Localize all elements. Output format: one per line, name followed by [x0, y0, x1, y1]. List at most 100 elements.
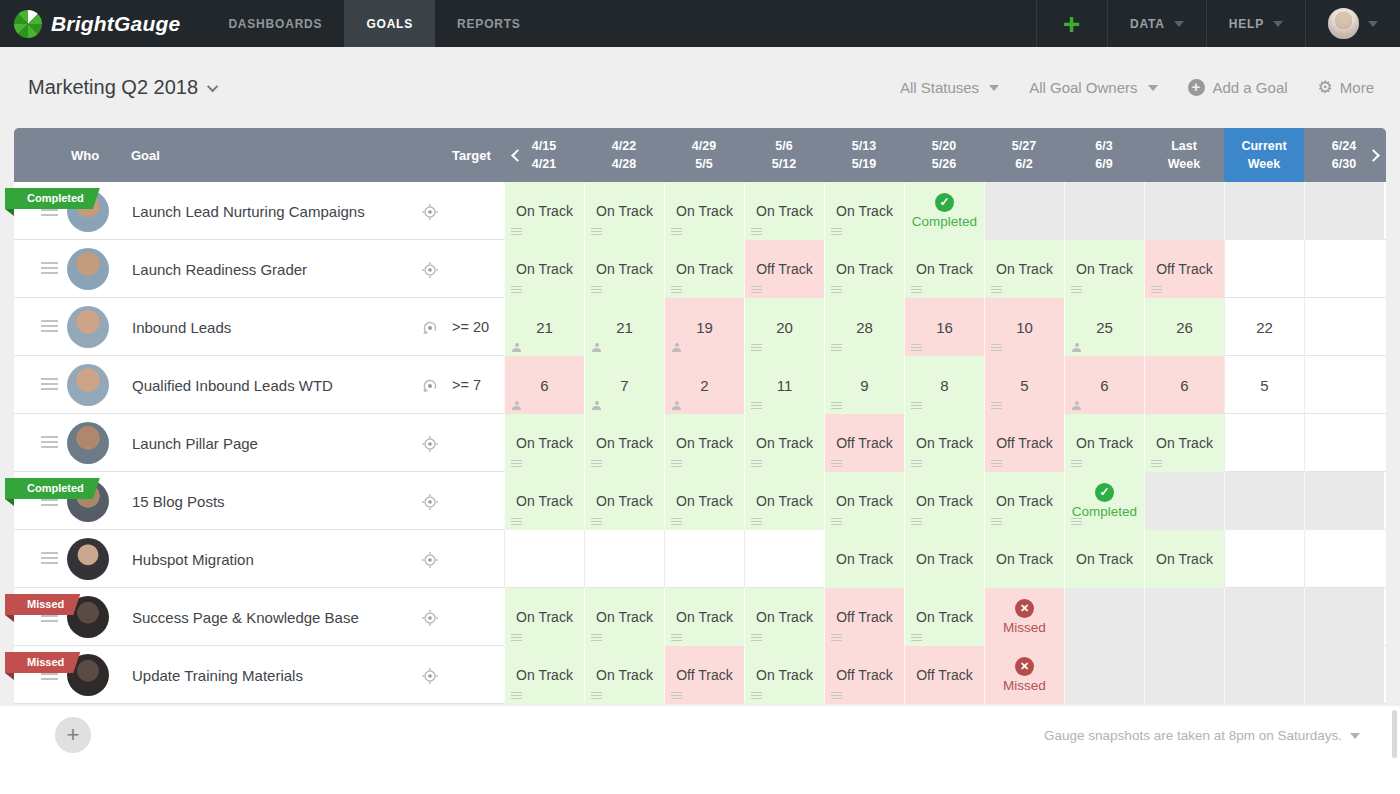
status-cell[interactable]: On Track — [504, 646, 584, 704]
drag-handle-icon[interactable] — [41, 378, 58, 390]
goal-name[interactable]: 15 Blog Posts — [132, 492, 225, 509]
status-cell[interactable]: On Track — [744, 182, 824, 240]
status-cell[interactable]: Off Track — [664, 646, 744, 704]
nav-user-menu[interactable] — [1305, 0, 1400, 47]
status-cell[interactable]: On Track — [584, 182, 664, 240]
status-cell[interactable]: 19 — [664, 298, 744, 356]
status-cell[interactable] — [744, 530, 824, 588]
status-cell[interactable] — [984, 182, 1064, 240]
status-cell[interactable] — [1224, 646, 1304, 704]
status-cell[interactable]: On Track — [824, 240, 904, 298]
add-goal-button[interactable]: + Add a Goal — [1188, 79, 1288, 96]
drag-handle-icon[interactable] — [41, 552, 58, 564]
status-cell[interactable]: 10 — [984, 298, 1064, 356]
tab-goals[interactable]: GOALS — [344, 0, 435, 47]
status-cell[interactable]: 7 — [584, 356, 664, 414]
status-cell[interactable]: On Track — [504, 588, 584, 646]
status-cell[interactable]: On Track — [744, 414, 824, 472]
status-cell[interactable]: 16 — [904, 298, 984, 356]
status-cell[interactable]: On Track — [504, 414, 584, 472]
status-cell[interactable] — [1144, 588, 1224, 646]
status-cell[interactable]: On Track — [584, 414, 664, 472]
status-cell[interactable] — [1224, 588, 1304, 646]
status-cell[interactable]: Off Track — [744, 240, 824, 298]
page-title-dropdown[interactable]: Marketing Q2 2018 — [28, 76, 218, 99]
status-cell[interactable]: On Track — [664, 240, 744, 298]
status-cell[interactable]: 2 — [664, 356, 744, 414]
week-column-header[interactable]: 4/224/28 — [584, 128, 664, 182]
status-cell[interactable]: 8 — [904, 356, 984, 414]
status-cell[interactable] — [1144, 646, 1224, 704]
status-cell[interactable]: On Track — [824, 472, 904, 530]
status-cell[interactable] — [504, 530, 584, 588]
status-cell[interactable] — [1304, 472, 1384, 530]
status-cell[interactable]: ✓Completed — [1064, 472, 1144, 530]
status-cell[interactable]: 21 — [504, 298, 584, 356]
goal-name[interactable]: Qualified Inbound Leads WTD — [132, 376, 333, 393]
snapshot-note-dropdown[interactable]: Gauge snapshots are taken at 8pm on Satu… — [1044, 728, 1360, 743]
brand[interactable]: BrightGauge — [0, 0, 206, 47]
status-cell[interactable]: On Track — [984, 530, 1064, 588]
status-cell[interactable]: 5 — [984, 356, 1064, 414]
status-cell[interactable]: 20 — [744, 298, 824, 356]
goal-name[interactable]: Launch Lead Nurturing Campaigns — [132, 202, 365, 219]
status-cell[interactable]: 28 — [824, 298, 904, 356]
status-cell[interactable]: On Track — [744, 646, 824, 704]
status-cell[interactable]: On Track — [904, 530, 984, 588]
status-cell[interactable] — [1224, 240, 1304, 298]
status-cell[interactable] — [1304, 182, 1384, 240]
status-cell[interactable]: On Track — [824, 530, 904, 588]
week-column-header[interactable]: 5/65/12 — [744, 128, 824, 182]
goal-name[interactable]: Update Training Materials — [132, 666, 303, 683]
owner-filter-dropdown[interactable]: All Goal Owners — [1029, 79, 1157, 96]
status-cell[interactable]: On Track — [504, 182, 584, 240]
status-cell[interactable]: On Track — [664, 472, 744, 530]
status-cell[interactable]: On Track — [904, 240, 984, 298]
status-cell[interactable]: On Track — [1064, 530, 1144, 588]
status-cell[interactable]: Off Track — [1144, 240, 1224, 298]
week-column-header[interactable]: LastWeek — [1144, 128, 1224, 182]
status-cell[interactable] — [1304, 240, 1384, 298]
drag-handle-icon[interactable] — [41, 436, 58, 448]
status-cell[interactable]: On Track — [904, 472, 984, 530]
goal-name[interactable]: Launch Readiness Grader — [132, 260, 307, 277]
status-cell[interactable]: On Track — [744, 588, 824, 646]
status-filter-dropdown[interactable]: All Statuses — [900, 79, 999, 96]
status-cell[interactable]: On Track — [1144, 414, 1224, 472]
tab-dashboards[interactable]: DASHBOARDS — [206, 0, 344, 47]
status-cell[interactable]: On Track — [904, 588, 984, 646]
status-cell[interactable]: Off Track — [984, 414, 1064, 472]
status-cell[interactable]: On Track — [1064, 240, 1144, 298]
week-column-header[interactable]: 5/205/26 — [904, 128, 984, 182]
status-cell[interactable]: On Track — [664, 414, 744, 472]
status-cell[interactable]: On Track — [584, 588, 664, 646]
status-cell[interactable]: Off Track — [824, 646, 904, 704]
status-cell[interactable]: On Track — [504, 472, 584, 530]
week-column-header[interactable]: 5/135/19 — [824, 128, 904, 182]
status-cell[interactable]: On Track — [664, 182, 744, 240]
status-cell[interactable]: On Track — [584, 472, 664, 530]
status-cell[interactable] — [1224, 182, 1304, 240]
status-cell[interactable] — [1304, 356, 1384, 414]
status-cell[interactable] — [1144, 472, 1224, 530]
status-cell[interactable]: On Track — [1144, 530, 1224, 588]
status-cell[interactable]: On Track — [904, 414, 984, 472]
status-cell[interactable] — [1064, 646, 1144, 704]
status-cell[interactable]: On Track — [984, 240, 1064, 298]
goal-name[interactable]: Launch Pillar Page — [132, 434, 258, 451]
status-cell[interactable]: ✕Missed — [984, 588, 1064, 646]
drag-handle-icon[interactable] — [41, 320, 58, 332]
status-cell[interactable]: On Track — [584, 646, 664, 704]
status-cell[interactable]: ✕Missed — [984, 646, 1064, 704]
status-cell[interactable] — [1304, 646, 1384, 704]
status-cell[interactable]: 26 — [1144, 298, 1224, 356]
status-cell[interactable]: 11 — [744, 356, 824, 414]
status-cell[interactable]: 21 — [584, 298, 664, 356]
add-row-button[interactable]: + — [55, 717, 91, 753]
status-cell[interactable] — [1064, 182, 1144, 240]
tab-reports[interactable]: REPORTS — [435, 0, 543, 47]
more-button[interactable]: ⚙ More — [1318, 79, 1374, 96]
status-cell[interactable]: 9 — [824, 356, 904, 414]
status-cell[interactable] — [1224, 414, 1304, 472]
status-cell[interactable] — [1304, 414, 1384, 472]
